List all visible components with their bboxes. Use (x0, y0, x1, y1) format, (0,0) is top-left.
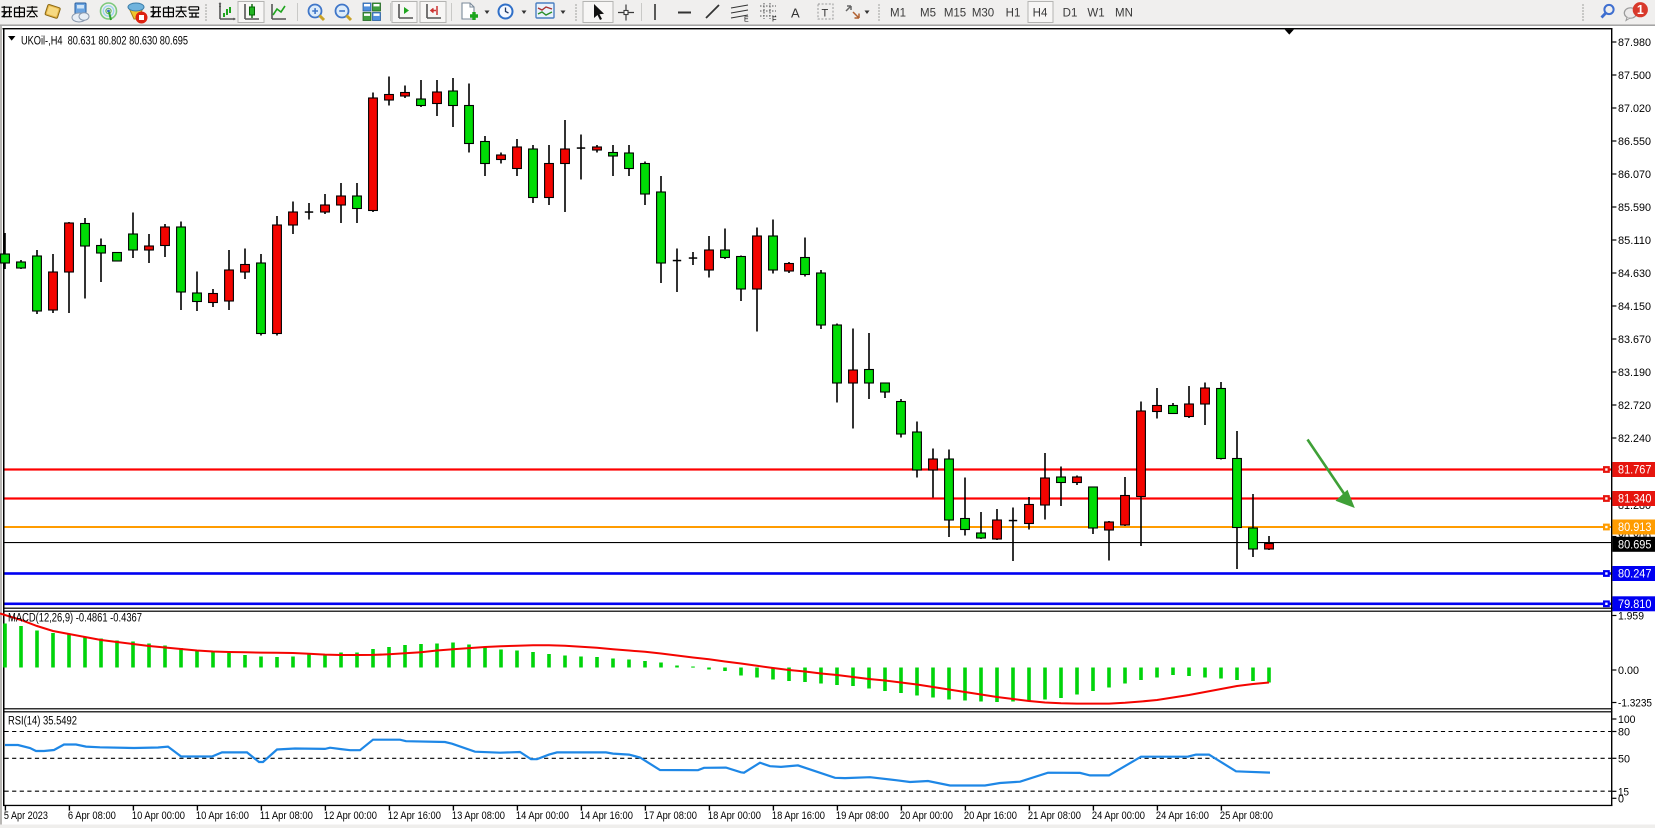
svg-text:19 Apr 08:00: 19 Apr 08:00 (836, 810, 889, 822)
svg-text:82.720: 82.720 (1618, 400, 1651, 412)
svg-text:86.070: 86.070 (1618, 169, 1651, 181)
svg-text:10 Apr 00:00: 10 Apr 00:00 (132, 810, 185, 822)
svg-text:80: 80 (1618, 727, 1630, 739)
svg-text:87.980: 87.980 (1618, 37, 1651, 49)
svg-text:24 Apr 16:00: 24 Apr 16:00 (1156, 810, 1209, 822)
svg-text:87.500: 87.500 (1618, 70, 1651, 82)
svg-text:84.630: 84.630 (1618, 268, 1651, 280)
svg-text:W1: W1 (1087, 8, 1104, 20)
svg-text:14 Apr 00:00: 14 Apr 00:00 (516, 810, 569, 822)
svg-text:80.247: 80.247 (1618, 568, 1652, 581)
svg-text:F: F (772, 15, 777, 24)
svg-text:M30: M30 (972, 8, 994, 20)
svg-text:UKOil-,H4 80.631 80.802 80.63: UKOil-,H4 80.631 80.802 80.630 80.695 (21, 34, 188, 48)
svg-text:85.590: 85.590 (1618, 202, 1651, 214)
svg-text:21 Apr 08:00: 21 Apr 08:00 (1028, 810, 1081, 822)
svg-text:H1: H1 (1006, 8, 1021, 20)
svg-text:1.959: 1.959 (1618, 611, 1644, 623)
svg-text:1: 1 (1637, 3, 1644, 17)
svg-text:-1.3235: -1.3235 (1618, 698, 1652, 710)
svg-text:5 Apr 2023: 5 Apr 2023 (4, 810, 48, 822)
svg-text:MN: MN (1115, 8, 1133, 20)
svg-text:0: 0 (1618, 793, 1624, 805)
svg-text:6 Apr 08:00: 6 Apr 08:00 (68, 810, 116, 822)
svg-text:15: 15 (1618, 786, 1629, 798)
svg-text:10 Apr 16:00: 10 Apr 16:00 (196, 810, 249, 822)
svg-text:0.00: 0.00 (1618, 665, 1639, 677)
svg-text:100: 100 (1618, 714, 1636, 726)
svg-text:MACD(12,26,9) -0.4861 -0.4367: MACD(12,26,9) -0.4861 -0.4367 (8, 613, 142, 625)
svg-text:85.110: 85.110 (1618, 235, 1651, 247)
svg-text:A: A (791, 6, 800, 21)
svg-text:M1: M1 (890, 8, 906, 20)
svg-text:81.340: 81.340 (1618, 493, 1652, 506)
svg-text:13 Apr 08:00: 13 Apr 08:00 (452, 810, 505, 822)
svg-text:12 Apr 00:00: 12 Apr 00:00 (324, 810, 377, 822)
svg-text:50: 50 (1618, 753, 1630, 765)
svg-text:81.767: 81.767 (1618, 464, 1652, 477)
svg-text:84.150: 84.150 (1618, 301, 1651, 313)
svg-text:25 Apr 08:00: 25 Apr 08:00 (1220, 810, 1273, 822)
svg-text:11 Apr 08:00: 11 Apr 08:00 (260, 810, 313, 822)
svg-text:79.810: 79.810 (1618, 598, 1652, 611)
svg-text:80.913: 80.913 (1618, 521, 1652, 534)
svg-text:86.550: 86.550 (1618, 136, 1651, 148)
svg-text:E: E (744, 17, 749, 24)
svg-text:20 Apr 00:00: 20 Apr 00:00 (900, 810, 953, 822)
svg-text:RSI(14) 35.5492: RSI(14) 35.5492 (8, 716, 77, 728)
svg-text:24 Apr 00:00: 24 Apr 00:00 (1092, 810, 1145, 822)
svg-text:83.190: 83.190 (1618, 367, 1651, 379)
svg-text:M5: M5 (920, 8, 936, 20)
svg-text:17 Apr 08:00: 17 Apr 08:00 (644, 810, 697, 822)
svg-text:14 Apr 16:00: 14 Apr 16:00 (580, 810, 633, 822)
svg-text:T: T (822, 8, 829, 20)
svg-text:83.670: 83.670 (1618, 334, 1651, 346)
svg-text:18 Apr 00:00: 18 Apr 00:00 (708, 810, 761, 822)
svg-text:87.020: 87.020 (1618, 103, 1651, 115)
svg-text:M15: M15 (944, 8, 966, 20)
svg-text:12 Apr 16:00: 12 Apr 16:00 (388, 810, 441, 822)
svg-text:D1: D1 (1063, 8, 1078, 20)
svg-text:H4: H4 (1033, 8, 1048, 20)
svg-text:82.240: 82.240 (1618, 433, 1651, 445)
svg-text:18 Apr 16:00: 18 Apr 16:00 (772, 810, 825, 822)
svg-text:80.695: 80.695 (1618, 539, 1652, 552)
svg-text:20 Apr 16:00: 20 Apr 16:00 (964, 810, 1017, 822)
